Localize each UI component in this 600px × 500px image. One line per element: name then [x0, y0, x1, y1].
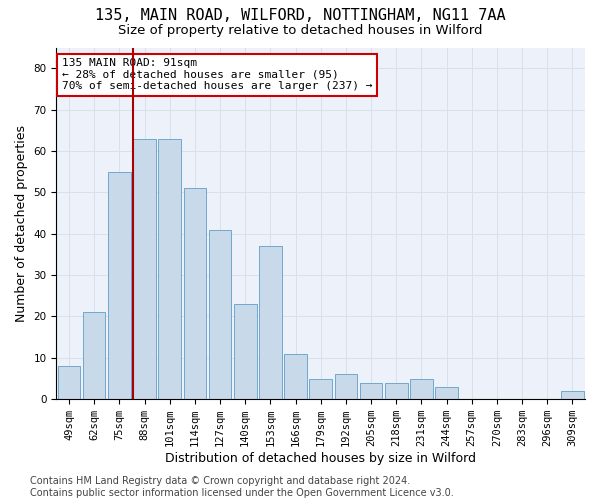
Bar — [108, 172, 131, 399]
Bar — [184, 188, 206, 399]
Bar — [335, 374, 357, 399]
Bar — [410, 378, 433, 399]
Text: 135 MAIN ROAD: 91sqm
← 28% of detached houses are smaller (95)
70% of semi-detac: 135 MAIN ROAD: 91sqm ← 28% of detached h… — [62, 58, 372, 92]
Bar — [259, 246, 281, 399]
Bar — [360, 382, 382, 399]
Text: Size of property relative to detached houses in Wilford: Size of property relative to detached ho… — [118, 24, 482, 37]
Text: 135, MAIN ROAD, WILFORD, NOTTINGHAM, NG11 7AA: 135, MAIN ROAD, WILFORD, NOTTINGHAM, NG1… — [95, 8, 505, 22]
Bar — [284, 354, 307, 399]
Bar — [561, 391, 584, 399]
Bar — [435, 387, 458, 399]
Text: Contains HM Land Registry data © Crown copyright and database right 2024.
Contai: Contains HM Land Registry data © Crown c… — [30, 476, 454, 498]
Bar — [310, 378, 332, 399]
Y-axis label: Number of detached properties: Number of detached properties — [15, 125, 28, 322]
Bar — [209, 230, 232, 399]
Bar — [58, 366, 80, 399]
Bar — [83, 312, 106, 399]
Bar — [385, 382, 407, 399]
X-axis label: Distribution of detached houses by size in Wilford: Distribution of detached houses by size … — [165, 452, 476, 465]
Bar — [158, 138, 181, 399]
Bar — [234, 304, 257, 399]
Bar — [133, 138, 156, 399]
